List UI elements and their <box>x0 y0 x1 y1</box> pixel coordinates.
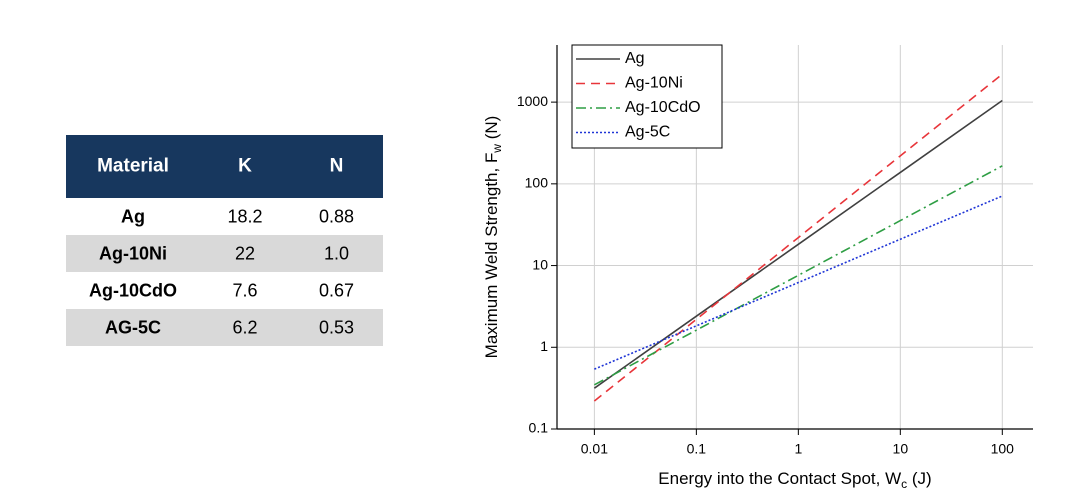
y-axis-label-text: Maximum Weld Strength, F <box>482 153 501 359</box>
legend-box <box>571 44 723 149</box>
table-cell: AG-5C <box>105 317 161 337</box>
table-cell: Ag-10Ni <box>99 243 167 263</box>
table-row-bg <box>66 235 383 272</box>
table-cell: Ag-10CdO <box>89 280 177 300</box>
x-tick-label: 0.01 <box>581 441 608 457</box>
y-tick-label: 100 <box>525 175 549 191</box>
table-cell: 0.53 <box>319 317 354 337</box>
table-header-bg <box>66 135 383 198</box>
x-tick-label: 0.1 <box>687 441 707 457</box>
legend-label: Ag <box>625 50 645 67</box>
table-row-bg <box>66 272 383 309</box>
series-line <box>593 73 1003 402</box>
table-cell: 22 <box>235 243 255 263</box>
y-tick-label: 1 <box>540 338 548 354</box>
y-axis-label-suffix: (N) <box>482 116 501 144</box>
x-axis-label-text: Energy into the Contact Spot, W <box>658 469 901 488</box>
table-cell: 7.6 <box>232 280 257 300</box>
table-cell: 0.88 <box>319 206 354 226</box>
legend-label: Ag-10Ni <box>625 75 683 92</box>
legend-label: Ag-5C <box>625 124 670 141</box>
table-header-cell: Material <box>97 156 169 177</box>
x-axis-label-sub: c <box>901 477 907 491</box>
y-axis-label-sub: w <box>490 144 504 154</box>
table-cell: 6.2 <box>232 317 257 337</box>
x-axis-label: Energy into the Contact Spot, Wc (J) <box>658 469 931 491</box>
y-tick-label: 10 <box>532 256 548 272</box>
table-header-cell: K <box>238 156 252 177</box>
y-axis-label: Maximum Weld Strength, Fw (N) <box>482 116 504 359</box>
series-line <box>594 195 1003 370</box>
y-tick-label: 1000 <box>517 93 548 109</box>
table-row-bg <box>66 309 383 346</box>
series-line <box>594 165 1003 386</box>
y-tick-label: 0.1 <box>529 420 549 436</box>
x-tick-label: 1 <box>794 441 802 457</box>
table-cell: 1.0 <box>324 243 349 263</box>
x-axis-label-suffix: (J) <box>907 469 932 488</box>
table-cell: 18.2 <box>227 206 262 226</box>
legend-label: Ag-10CdO <box>625 99 701 116</box>
table-cell: Ag <box>121 206 145 226</box>
table-header-cell: N <box>330 156 344 177</box>
x-tick-label: 100 <box>991 441 1015 457</box>
table-cell: 0.67 <box>319 280 354 300</box>
table-row-bg <box>66 198 383 235</box>
x-tick-label: 10 <box>893 441 909 457</box>
